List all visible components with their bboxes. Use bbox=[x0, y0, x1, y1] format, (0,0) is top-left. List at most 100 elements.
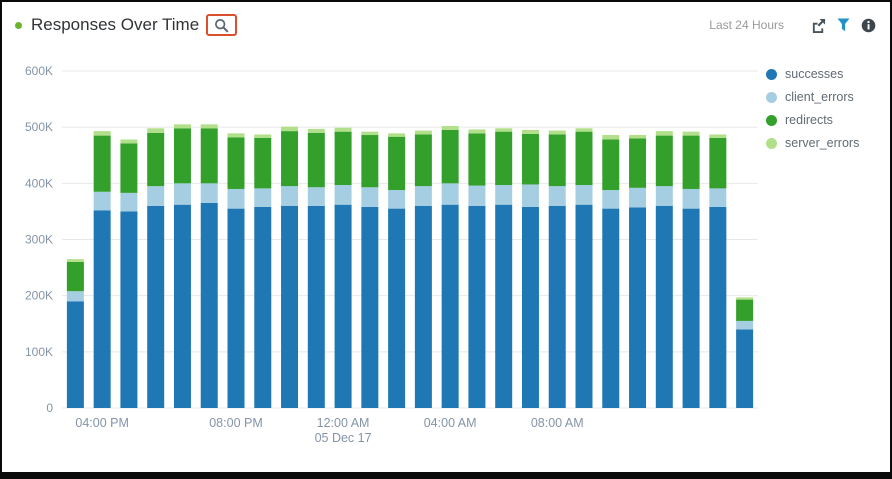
bar-segment-successes[interactable] bbox=[548, 205, 566, 408]
legend-item-successes[interactable]: successes bbox=[766, 67, 886, 81]
bar-segment-client_errors[interactable] bbox=[736, 320, 754, 330]
bar-segment-successes[interactable] bbox=[147, 205, 165, 408]
bar-segment-successes[interactable] bbox=[307, 205, 325, 408]
bar-segment-client_errors[interactable] bbox=[361, 187, 379, 207]
bar-segment-client_errors[interactable] bbox=[441, 183, 459, 205]
bar-segment-server_errors[interactable] bbox=[575, 128, 593, 132]
bar-segment-redirects[interactable] bbox=[468, 133, 486, 186]
bar-segment-redirects[interactable] bbox=[227, 137, 245, 189]
bar-segment-successes[interactable] bbox=[602, 208, 620, 408]
bar-segment-client_errors[interactable] bbox=[655, 186, 673, 206]
bar-segment-client_errors[interactable] bbox=[602, 190, 620, 209]
magnifier-icon[interactable] bbox=[214, 18, 229, 33]
bar-segment-redirects[interactable] bbox=[361, 135, 379, 188]
bar-segment-server_errors[interactable] bbox=[120, 139, 138, 144]
bar-segment-redirects[interactable] bbox=[281, 131, 299, 187]
bar-segment-successes[interactable] bbox=[655, 205, 673, 408]
bar-segment-successes[interactable] bbox=[361, 206, 379, 408]
bar-segment-redirects[interactable] bbox=[655, 135, 673, 187]
bar-segment-successes[interactable] bbox=[120, 211, 138, 408]
bar-segment-successes[interactable] bbox=[495, 204, 513, 408]
bar-segment-server_errors[interactable] bbox=[414, 130, 432, 135]
bar-segment-successes[interactable] bbox=[254, 206, 272, 408]
bar-segment-client_errors[interactable] bbox=[709, 188, 727, 207]
bar-segment-server_errors[interactable] bbox=[495, 128, 513, 132]
bar-segment-server_errors[interactable] bbox=[468, 129, 486, 134]
bar-segment-client_errors[interactable] bbox=[575, 185, 593, 205]
bar-segment-successes[interactable] bbox=[200, 202, 218, 408]
bar-segment-server_errors[interactable] bbox=[602, 135, 620, 140]
bar-segment-server_errors[interactable] bbox=[307, 128, 325, 133]
bar-segment-successes[interactable] bbox=[736, 329, 754, 408]
bar-segment-client_errors[interactable] bbox=[629, 187, 647, 208]
bar-segment-server_errors[interactable] bbox=[334, 127, 352, 132]
bar-segment-server_errors[interactable] bbox=[521, 129, 539, 134]
bar-segment-successes[interactable] bbox=[629, 207, 647, 408]
bar-segment-server_errors[interactable] bbox=[147, 128, 165, 133]
bar-segment-successes[interactable] bbox=[575, 204, 593, 408]
bar-segment-redirects[interactable] bbox=[120, 143, 138, 193]
bar-segment-client_errors[interactable] bbox=[173, 183, 191, 205]
bar-segment-successes[interactable] bbox=[441, 204, 459, 408]
bar-segment-client_errors[interactable] bbox=[254, 188, 272, 207]
bar-segment-redirects[interactable] bbox=[682, 135, 700, 189]
bar-segment-redirects[interactable] bbox=[173, 128, 191, 184]
bar-segment-redirects[interactable] bbox=[548, 134, 566, 187]
bar-segment-server_errors[interactable] bbox=[254, 134, 272, 138]
bar-segment-server_errors[interactable] bbox=[281, 126, 299, 132]
bar-segment-successes[interactable] bbox=[173, 204, 191, 408]
legend-item-client_errors[interactable]: client_errors bbox=[766, 90, 886, 104]
bar-segment-redirects[interactable] bbox=[200, 128, 218, 184]
bar-segment-server_errors[interactable] bbox=[388, 133, 406, 137]
responses-over-time-chart[interactable]: 0 100K 200K 300K 400K 500K 600K 04:00 PM 08:00 P… bbox=[6, 41, 766, 453]
bar-segment-successes[interactable] bbox=[414, 205, 432, 408]
bar-segment-redirects[interactable] bbox=[388, 136, 406, 191]
bar-segment-redirects[interactable] bbox=[521, 133, 539, 185]
bar-segment-redirects[interactable] bbox=[709, 137, 727, 189]
bar-segment-successes[interactable] bbox=[93, 210, 111, 408]
bar-segment-client_errors[interactable] bbox=[548, 186, 566, 206]
open-in-search-icon[interactable] bbox=[811, 18, 826, 33]
bar-segment-server_errors[interactable] bbox=[736, 297, 754, 300]
bar-segment-redirects[interactable] bbox=[93, 135, 111, 192]
bar-segment-server_errors[interactable] bbox=[441, 126, 459, 130]
bar-segment-successes[interactable] bbox=[468, 205, 486, 408]
bar-segment-client_errors[interactable] bbox=[521, 184, 539, 207]
bar-segment-client_errors[interactable] bbox=[388, 190, 406, 209]
legend-item-redirects[interactable]: redirects bbox=[766, 113, 886, 127]
bar-segment-redirects[interactable] bbox=[602, 139, 620, 191]
bar-segment-server_errors[interactable] bbox=[173, 124, 191, 129]
bar-segment-successes[interactable] bbox=[334, 204, 352, 408]
bar-segment-server_errors[interactable] bbox=[682, 131, 700, 136]
bar-segment-client_errors[interactable] bbox=[468, 185, 486, 206]
bar-segment-server_errors[interactable] bbox=[655, 131, 673, 136]
bar-segment-redirects[interactable] bbox=[254, 137, 272, 189]
legend-item-server_errors[interactable]: server_errors bbox=[766, 136, 886, 150]
bar-segment-client_errors[interactable] bbox=[227, 188, 245, 209]
bar-segment-client_errors[interactable] bbox=[281, 186, 299, 206]
bar-segment-server_errors[interactable] bbox=[548, 130, 566, 135]
bar-segment-server_errors[interactable] bbox=[66, 259, 84, 262]
bar-segment-client_errors[interactable] bbox=[147, 186, 165, 206]
bar-segment-server_errors[interactable] bbox=[361, 131, 379, 136]
bar-segment-client_errors[interactable] bbox=[200, 183, 218, 203]
bar-segment-successes[interactable] bbox=[227, 208, 245, 408]
bar-segment-redirects[interactable] bbox=[629, 138, 647, 188]
bar-segment-client_errors[interactable] bbox=[334, 185, 352, 205]
bar-segment-successes[interactable] bbox=[682, 208, 700, 408]
bar-segment-successes[interactable] bbox=[388, 208, 406, 408]
bar-segment-redirects[interactable] bbox=[307, 132, 325, 188]
bar-segment-client_errors[interactable] bbox=[93, 191, 111, 211]
bar-segment-redirects[interactable] bbox=[575, 131, 593, 186]
bar-segment-redirects[interactable] bbox=[334, 131, 352, 186]
filter-icon[interactable] bbox=[837, 18, 850, 32]
bar-segment-redirects[interactable] bbox=[441, 129, 459, 184]
bar-segment-client_errors[interactable] bbox=[495, 185, 513, 205]
bar-segment-client_errors[interactable] bbox=[66, 291, 84, 302]
bar-segment-redirects[interactable] bbox=[414, 134, 432, 187]
bar-segment-successes[interactable] bbox=[521, 206, 539, 408]
bar-segment-server_errors[interactable] bbox=[709, 134, 727, 138]
bar-segment-client_errors[interactable] bbox=[682, 188, 700, 209]
bar-segment-client_errors[interactable] bbox=[414, 186, 432, 206]
bar-segment-server_errors[interactable] bbox=[227, 133, 245, 138]
